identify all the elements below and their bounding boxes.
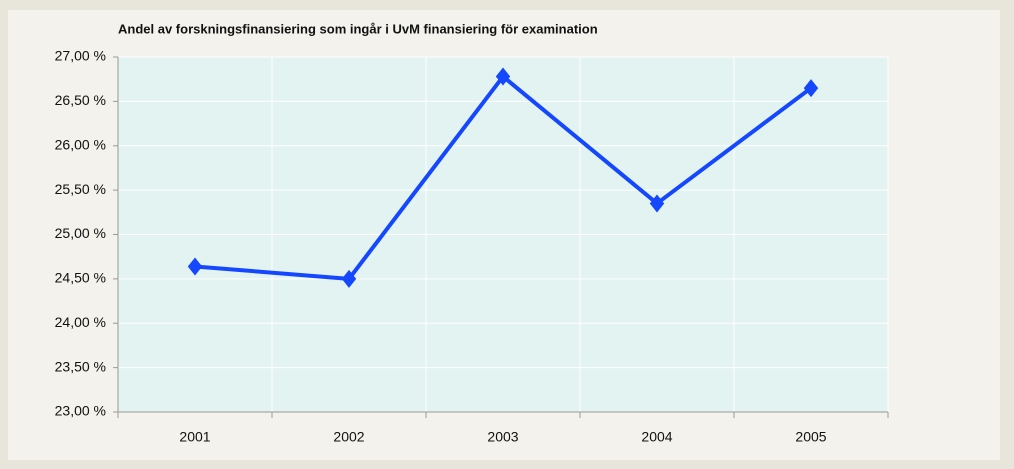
- y-tick-label: 27,00 %: [55, 48, 106, 64]
- marker: [649, 194, 665, 213]
- x-tick-label: 2002: [333, 429, 364, 445]
- y-tick-label: 24,50 %: [55, 270, 106, 286]
- marker: [341, 269, 357, 288]
- y-tick-label: 25,00 %: [55, 225, 106, 241]
- marker: [187, 257, 203, 276]
- x-tick-label: 2005: [795, 429, 826, 445]
- x-tick-label: 2003: [487, 429, 518, 445]
- marker: [495, 67, 511, 86]
- marker: [803, 79, 819, 98]
- y-tick-label: 23,50 %: [55, 358, 106, 374]
- y-tick-label: 24,00 %: [55, 314, 106, 330]
- x-tick-label: 2001: [179, 429, 210, 445]
- y-tick-label: 26,00 %: [55, 136, 106, 152]
- y-tick-label: 26,50 %: [55, 92, 106, 108]
- chart-title: Andel av forskningsfinansiering som ingå…: [118, 21, 598, 36]
- y-tick-label: 25,50 %: [55, 181, 106, 197]
- x-tick-label: 2004: [641, 429, 672, 445]
- y-tick-label: 23,00 %: [55, 403, 106, 419]
